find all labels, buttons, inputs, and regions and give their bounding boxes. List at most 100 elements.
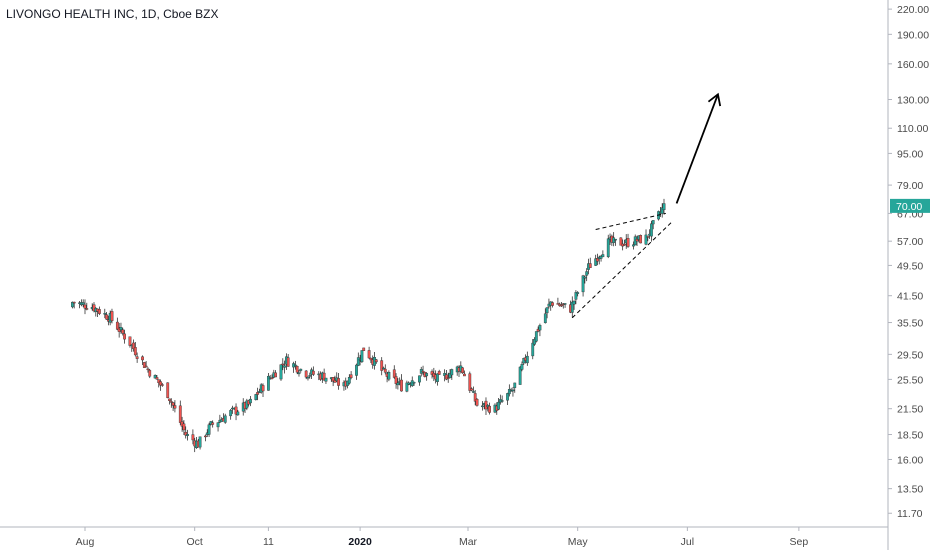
y-tick-label: 190.00: [897, 29, 929, 41]
candle-body: [216, 422, 220, 428]
candle-body: [308, 375, 312, 377]
projection-arrow-head[interactable]: [707, 92, 722, 107]
wedge-lower-trendline[interactable]: [571, 222, 672, 319]
y-tick-label: 130.00: [897, 95, 929, 107]
candle-body: [513, 382, 517, 388]
candle-body: [374, 359, 378, 363]
candle-body: [473, 393, 477, 402]
candle-body: [570, 301, 574, 313]
candle-body: [119, 327, 123, 331]
candle-body: [121, 329, 125, 334]
candle-body: [160, 384, 164, 386]
price-axis[interactable]: 220.00 190.00 160.00 130.00 110.00 95.00 79.00…: [888, 4, 929, 520]
y-tick-label: 21.50: [897, 404, 923, 416]
candle-body: [267, 375, 270, 391]
candle-body: [500, 400, 504, 402]
y-tick-label: 49.50: [897, 260, 923, 272]
candle-body: [412, 381, 416, 384]
candle-body: [360, 350, 364, 363]
last-price-tag-box: [890, 198, 930, 213]
candle-body: [448, 372, 452, 378]
candle-body: [475, 398, 479, 406]
candle-body: [488, 405, 491, 413]
candle-body: [355, 364, 358, 376]
candle-body: [110, 311, 114, 321]
candle-body: [304, 370, 308, 378]
candle-body: [468, 373, 472, 391]
candle-body: [660, 207, 664, 214]
candle-body: [333, 380, 337, 383]
y-tick-label: 29.50: [897, 349, 923, 361]
candle-body: [297, 372, 301, 375]
candle-body: [383, 368, 387, 373]
candle-body: [588, 263, 592, 268]
candle-body: [173, 405, 177, 409]
time-axis[interactable]: Aug Oct 11 2020 Mar May Jul Sep: [76, 527, 809, 548]
candle-body: [511, 389, 515, 392]
candle-body: [337, 378, 340, 386]
candle-body: [572, 300, 576, 305]
x-tick-label: Jul: [681, 536, 694, 548]
candle-body: [585, 271, 589, 276]
candle-body: [446, 377, 450, 379]
chart-title: LIVONGO HEALTH INC, 1D, Cboe BZX: [6, 7, 219, 21]
candle-body: [347, 377, 351, 384]
candle-body: [471, 391, 475, 393]
candle-body: [560, 304, 563, 307]
candle-body: [184, 431, 188, 436]
candle-body: [279, 364, 283, 380]
candle-body: [533, 339, 536, 345]
candle-body: [293, 364, 297, 367]
candle-body: [362, 347, 366, 351]
candle-body: [646, 236, 650, 238]
candle-body: [651, 220, 655, 225]
candle-body: [105, 314, 108, 320]
candle-body: [72, 301, 76, 304]
x-tick-label: Aug: [76, 536, 95, 548]
candle-body: [445, 374, 448, 380]
candle-body: [295, 366, 299, 373]
candle-body: [155, 377, 159, 380]
x-tick-label: May: [568, 536, 589, 548]
candle-body: [204, 435, 207, 438]
candle-body: [543, 313, 547, 324]
candle-body: [461, 367, 465, 374]
last-price-tag-label: 70.00: [896, 201, 922, 213]
candle-body: [306, 376, 310, 379]
candle-body: [234, 406, 238, 415]
candle-body: [450, 369, 454, 376]
candle-body: [418, 375, 421, 383]
x-tick-label: Mar: [459, 536, 478, 548]
y-tick-label: 35.50: [897, 318, 923, 330]
y-tick-label: 160.00: [897, 59, 929, 71]
projection-arrow-line[interactable]: [675, 93, 719, 204]
candle-body: [635, 239, 639, 242]
candle-body: [261, 385, 265, 392]
candle-body: [463, 373, 466, 377]
candle-body: [274, 372, 278, 378]
candle-body: [249, 398, 252, 404]
candle-body: [470, 388, 473, 391]
candle-body: [443, 373, 447, 376]
candle-body: [245, 400, 249, 409]
candle-body: [606, 238, 610, 258]
candle-body: [599, 255, 603, 259]
candle-body: [497, 401, 500, 410]
candle-body: [236, 411, 240, 416]
candle-body: [596, 258, 599, 262]
candle-body: [135, 356, 139, 359]
candle-body: [392, 369, 396, 378]
candle-body: [142, 362, 146, 368]
candles-group: [71, 198, 666, 453]
candle-body: [538, 325, 542, 331]
x-tick-label: 2020: [348, 536, 372, 548]
candle-body: [85, 308, 89, 310]
candle-body: [132, 342, 135, 350]
wedge-upper-trendline[interactable]: [595, 212, 666, 231]
candle-body: [525, 355, 529, 364]
candle-body: [531, 342, 535, 357]
candle-body: [191, 434, 195, 441]
y-tick-label: 13.50: [897, 484, 923, 496]
candle-body: [128, 336, 132, 346]
